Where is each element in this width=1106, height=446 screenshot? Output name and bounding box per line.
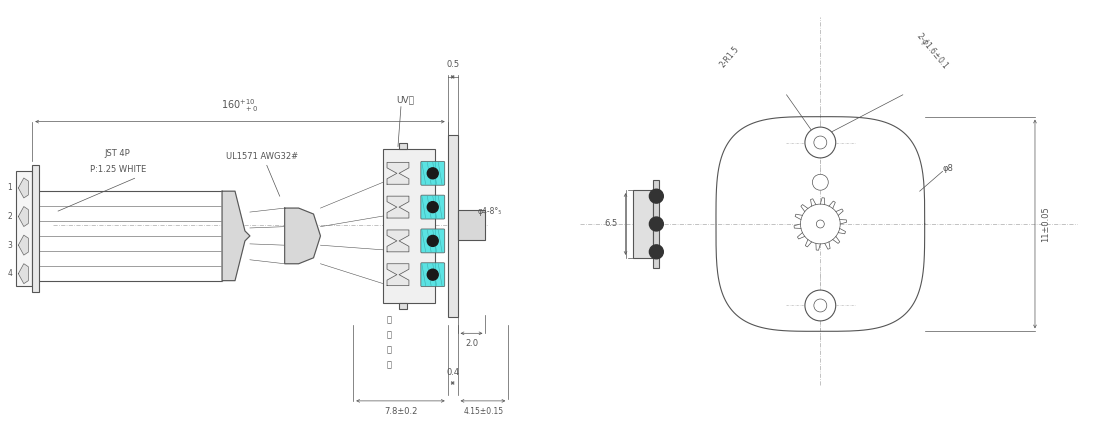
Circle shape	[427, 202, 438, 213]
Text: φ4-8°₅: φ4-8°₅	[478, 206, 502, 215]
Text: 2-R1.5: 2-R1.5	[718, 44, 741, 69]
Bar	[383, 149, 435, 303]
Circle shape	[813, 174, 828, 190]
Bar	[654, 180, 659, 268]
Text: 横: 横	[386, 360, 392, 369]
Polygon shape	[387, 264, 409, 285]
Text: 线: 线	[386, 345, 392, 354]
Bar	[448, 135, 458, 318]
Circle shape	[805, 290, 836, 321]
FancyBboxPatch shape	[420, 229, 445, 253]
Text: UV浸: UV浸	[396, 96, 414, 105]
Polygon shape	[387, 162, 409, 184]
Circle shape	[427, 168, 438, 179]
Polygon shape	[387, 196, 409, 218]
Text: $160^{+10}_{\ \ +0}$: $160^{+10}_{\ \ +0}$	[221, 97, 259, 114]
Text: 色: 色	[386, 330, 392, 339]
Text: JST 4P: JST 4P	[105, 149, 131, 158]
Circle shape	[649, 245, 664, 259]
Text: 2.0: 2.0	[465, 339, 478, 348]
Text: 6.5: 6.5	[604, 219, 617, 228]
Text: 0.4: 0.4	[446, 368, 459, 377]
Circle shape	[649, 189, 664, 203]
Text: 2-$\phi$1.6±0.1: 2-$\phi$1.6±0.1	[912, 29, 951, 72]
Circle shape	[427, 235, 438, 246]
Text: 4: 4	[8, 269, 12, 278]
Circle shape	[649, 217, 664, 231]
Circle shape	[801, 204, 841, 244]
Bar	[634, 190, 654, 258]
Text: 2: 2	[8, 212, 12, 221]
Polygon shape	[19, 178, 29, 198]
Bar	[17, 171, 32, 285]
Polygon shape	[716, 117, 925, 331]
Polygon shape	[19, 235, 29, 255]
Bar	[398, 303, 407, 310]
Text: UL1571 AWG32#: UL1571 AWG32#	[226, 153, 298, 161]
Polygon shape	[19, 206, 29, 227]
Circle shape	[814, 136, 827, 149]
Polygon shape	[284, 208, 321, 264]
FancyBboxPatch shape	[420, 263, 445, 287]
Polygon shape	[19, 264, 29, 284]
Circle shape	[816, 220, 824, 228]
Text: φ8: φ8	[942, 164, 953, 173]
Text: P:1.25 WHITE: P:1.25 WHITE	[90, 165, 146, 174]
Bar	[458, 210, 486, 240]
Circle shape	[427, 269, 438, 280]
FancyBboxPatch shape	[420, 195, 445, 219]
FancyBboxPatch shape	[420, 161, 445, 185]
Text: 白: 白	[386, 315, 392, 324]
Polygon shape	[387, 230, 409, 252]
Text: 0.5: 0.5	[446, 60, 459, 69]
Text: 3: 3	[8, 240, 12, 250]
Polygon shape	[222, 191, 250, 281]
Text: 4.15±0.15: 4.15±0.15	[463, 407, 503, 416]
Circle shape	[805, 127, 836, 158]
Text: 7.8±0.2: 7.8±0.2	[384, 407, 418, 416]
Text: 1: 1	[8, 183, 12, 193]
Bar	[398, 144, 407, 149]
Text: 11±0.05: 11±0.05	[1041, 206, 1050, 242]
Bar	[32, 165, 39, 292]
Circle shape	[814, 299, 827, 312]
